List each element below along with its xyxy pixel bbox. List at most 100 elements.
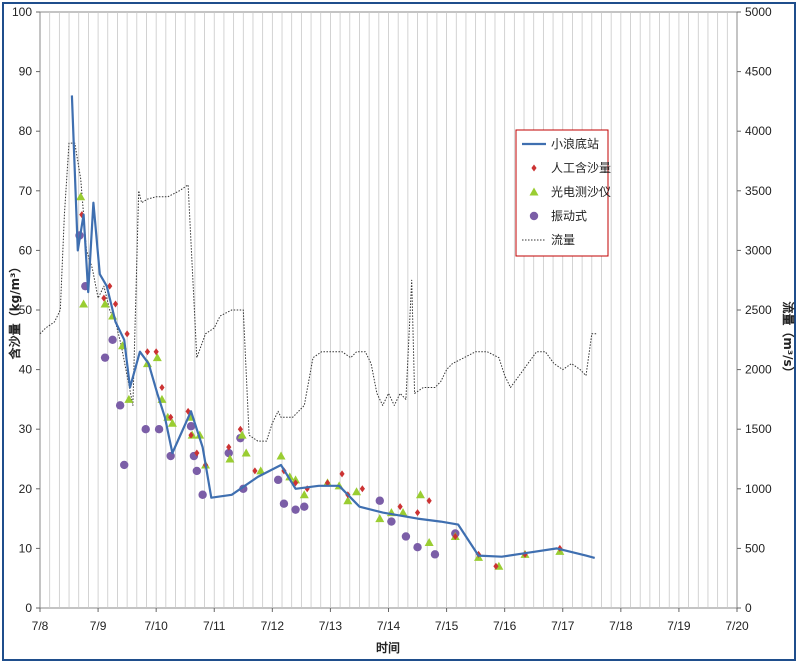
diamond-point <box>112 300 119 308</box>
triangle-point <box>241 448 251 457</box>
y-tick-label: 0 <box>25 601 32 615</box>
triangle-point <box>415 490 425 499</box>
diamond-point <box>324 479 331 487</box>
diamond-point <box>144 348 151 356</box>
diamond-point <box>414 509 421 517</box>
legend-swatch-diamond <box>531 164 537 172</box>
y2-tick-label: 2000 <box>745 363 772 377</box>
triangle-point <box>225 454 235 463</box>
y2-tick-label: 2500 <box>745 303 772 317</box>
x-tick-label: 7/16 <box>493 619 517 633</box>
circle-point <box>192 466 202 476</box>
circle-point <box>273 475 283 485</box>
x-tick-label: 7/8 <box>32 619 49 633</box>
circle-point <box>401 532 411 541</box>
legend-label: 人工含沙量 <box>551 160 611 175</box>
diamond-point <box>168 413 174 421</box>
y-tick-label: 80 <box>19 124 33 138</box>
y2-axis-title: 流量（m³/s） <box>781 301 796 378</box>
triangle-point <box>124 394 134 403</box>
y-tick-label: 90 <box>19 65 33 79</box>
x-tick-label: 7/14 <box>377 619 401 633</box>
triangle-point <box>285 472 295 481</box>
triangle-point <box>343 496 353 505</box>
triangle-point <box>398 508 408 517</box>
circle-point <box>387 517 396 526</box>
x-tick-label: 7/19 <box>667 619 691 633</box>
right-axis-ticks: 0 500 1000 1500 2000 2500 3000 3500 4000 4500 5000 <box>737 5 772 615</box>
x-tick-label: 7/10 <box>144 619 168 633</box>
circle-point <box>224 448 233 458</box>
diamond-point <box>153 348 159 356</box>
series-dotted-line <box>39 142 598 442</box>
triangle-point <box>100 299 110 308</box>
diamond-point <box>194 449 200 457</box>
x-axis-ticks: 7/8 7/9 7/10 7/11 7/12 7/13 7/14 7/15 7/16 7/17 7/… <box>32 608 749 633</box>
circle-point <box>279 499 289 508</box>
diamond-point <box>237 425 243 433</box>
diamond-point <box>188 431 194 439</box>
triangle-point <box>276 451 286 460</box>
circle-point <box>413 543 422 552</box>
circle-point <box>186 422 196 431</box>
y2-tick-label: 0 <box>745 601 752 615</box>
y2-tick-label: 1500 <box>745 422 772 436</box>
circle-point <box>141 425 150 434</box>
circle-point <box>375 496 384 505</box>
x-axis-title: 时间 <box>376 640 400 655</box>
series-layer <box>39 95 598 570</box>
circle-point <box>198 490 207 499</box>
triangle-point <box>424 537 434 546</box>
diamond-point <box>397 503 403 511</box>
diamond-point <box>452 532 458 540</box>
triangle-point <box>195 430 205 439</box>
triangle-point <box>167 418 177 427</box>
diamond-point <box>359 485 365 493</box>
y-tick-label: 100 <box>12 5 32 19</box>
legend-swatch-circle <box>529 211 539 221</box>
circle-point <box>100 353 110 362</box>
y-tick-label: 10 <box>19 541 33 555</box>
y2-tick-label: 4500 <box>745 65 772 79</box>
x-tick-label: 7/12 <box>261 619 285 633</box>
x-tick-label: 7/17 <box>551 619 575 633</box>
diamond-point <box>226 443 232 451</box>
diamond-point <box>124 330 130 338</box>
y2-tick-label: 1000 <box>745 482 772 496</box>
left-axis-ticks: 0 10 20 30 40 50 60 70 80 90 100 <box>12 5 40 615</box>
y-tick-label: 50 <box>19 303 33 317</box>
x-tick-label: 7/11 <box>203 619 226 633</box>
x-tick-label: 7/9 <box>90 619 107 633</box>
y-tick-label: 40 <box>19 363 33 377</box>
circle-point <box>166 451 175 461</box>
triangle-point <box>76 192 86 201</box>
y2-tick-label: 3500 <box>745 184 772 198</box>
diamond-point <box>292 479 299 487</box>
gridlines <box>49 12 728 608</box>
y-tick-label: 70 <box>19 184 33 198</box>
y-tick-label: 30 <box>19 422 33 436</box>
x-tick-label: 7/20 <box>725 619 749 633</box>
discharge-line <box>39 142 598 442</box>
circle-point <box>291 505 300 514</box>
diamond-point <box>101 294 107 302</box>
triangle-point <box>79 299 89 308</box>
y-tick-label: 60 <box>19 243 33 257</box>
legend-label: 振动式 <box>551 209 587 223</box>
circle-point <box>300 502 309 511</box>
x-tick-label: 7/15 <box>435 619 459 633</box>
triangle-point <box>352 487 362 496</box>
triangle-point <box>237 430 247 439</box>
diamond-point <box>159 383 165 391</box>
legend-label: 光电测沙仪 <box>551 185 611 199</box>
legend-label: 流量 <box>551 233 575 247</box>
y-axis-title: 含沙量（kg/m³） <box>7 261 22 360</box>
triangle-point <box>299 490 309 499</box>
series-line <box>70 95 595 559</box>
diamond-point <box>493 562 499 570</box>
y2-tick-label: 500 <box>745 541 765 555</box>
x-tick-label: 7/18 <box>609 619 633 633</box>
y2-tick-label: 3000 <box>745 243 772 257</box>
